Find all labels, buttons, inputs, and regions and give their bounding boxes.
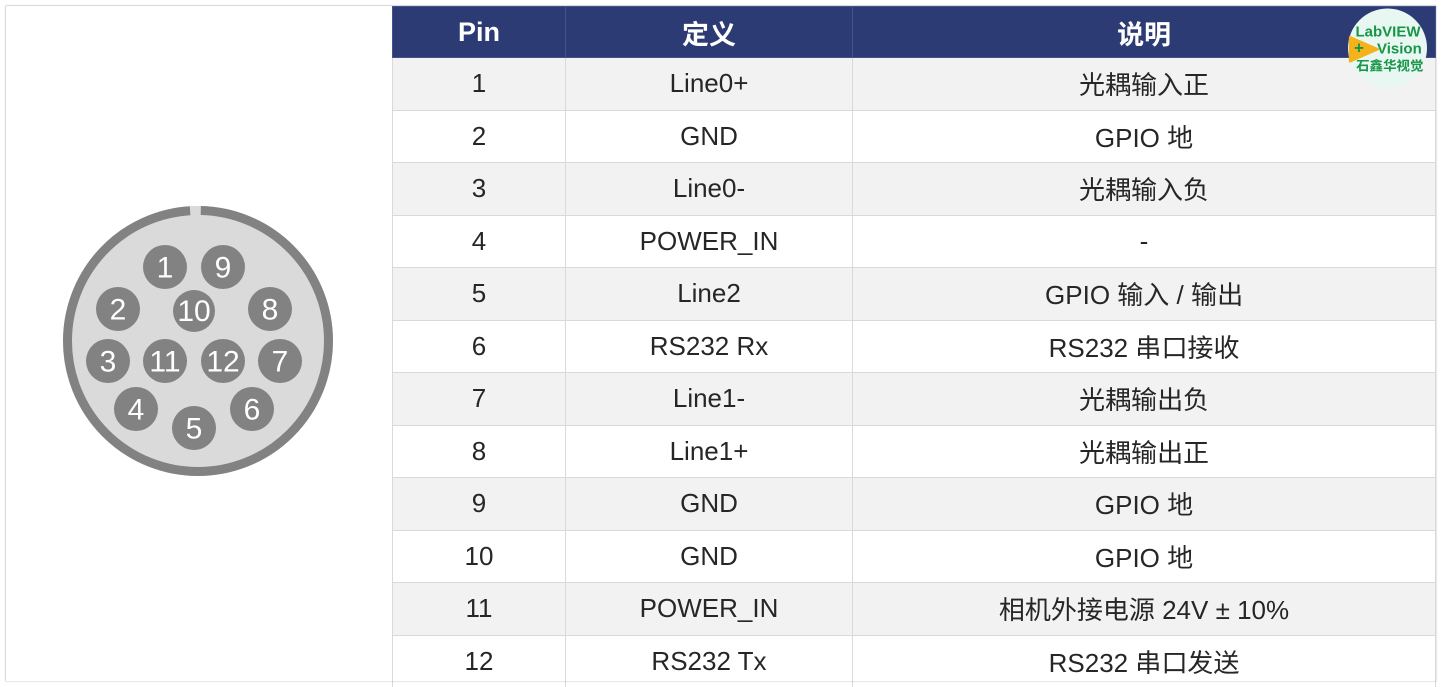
svg-text:Vision: Vision: [1377, 41, 1422, 58]
svg-text:LabVIEW: LabVIEW: [1356, 24, 1422, 41]
svg-text:石鑫华视觉: 石鑫华视觉: [1356, 59, 1424, 74]
svg-text:+: +: [1354, 39, 1364, 58]
